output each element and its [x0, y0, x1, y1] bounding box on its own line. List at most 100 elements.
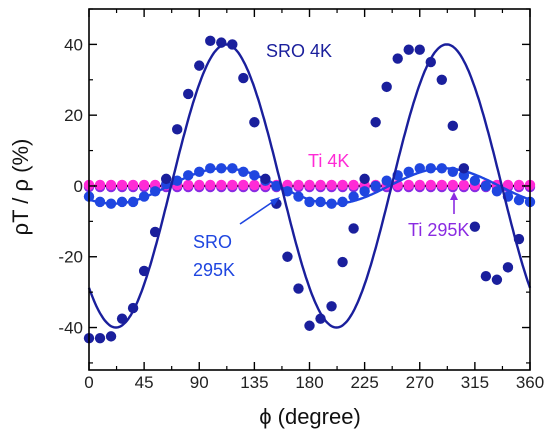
point-ti-4k	[337, 179, 348, 191]
point-ti-4k	[436, 179, 447, 191]
point-ti-4k	[326, 179, 337, 191]
point-ti-4k	[249, 179, 260, 191]
point-sro-4k	[304, 320, 315, 331]
point-sro-4k	[183, 88, 194, 100]
x-tick-label: 45	[135, 373, 154, 392]
point-ti-4k	[116, 179, 128, 191]
annotation-sro-4k: SRO 4K	[266, 41, 332, 61]
point-ti-4k	[458, 179, 470, 191]
annotation-sro-295k-line2: 295K	[193, 260, 235, 280]
annotation-sro-295k-line1: SRO	[193, 232, 232, 252]
point-sro-295k	[172, 175, 183, 186]
point-ti-4k	[348, 179, 359, 191]
point-ti-4k	[127, 179, 139, 191]
fit-line-sro-4k-fit	[87, 43, 532, 329]
point-sro-4k	[436, 74, 447, 85]
point-sro-295k	[513, 194, 525, 206]
point-ti-4k	[216, 179, 227, 191]
y-tick-label: 40	[64, 35, 83, 54]
point-sro-4k	[458, 163, 470, 174]
point-sro-295k	[414, 163, 425, 174]
point-sro-295k	[282, 186, 293, 197]
point-sro-4k	[194, 60, 205, 71]
x-tick-label: 270	[406, 373, 434, 392]
point-sro-4k	[205, 35, 216, 47]
arrow-sro-295k	[239, 198, 278, 225]
point-sro-4k	[127, 302, 139, 314]
point-sro-295k	[381, 175, 392, 186]
point-sro-295k	[149, 186, 161, 197]
annotation-layer: SRO 4K Ti 4K SRO 295K Ti 295K	[193, 41, 469, 280]
y-tick-label: 20	[64, 106, 83, 125]
point-ti-4k	[425, 179, 436, 191]
point-sro-4k	[94, 332, 106, 344]
point-sro-295k	[227, 163, 238, 174]
point-ti-4k	[227, 179, 238, 191]
point-sro-295k	[205, 163, 216, 174]
annotation-ti-295k: Ti 295K	[408, 220, 469, 240]
point-sro-4k	[160, 173, 172, 185]
point-sro-295k	[337, 196, 348, 208]
point-sro-4k	[425, 56, 436, 68]
point-sro-4k	[403, 44, 414, 55]
point-sro-4k	[469, 221, 481, 232]
point-sro-4k	[337, 256, 348, 268]
point-sro-295k	[425, 163, 436, 174]
point-sro-4k	[326, 301, 337, 312]
point-sro-4k	[414, 44, 425, 55]
y-axis-title: ρT / ρ (%)	[8, 139, 33, 236]
point-ti-4k	[94, 179, 106, 191]
point-ti-4k	[194, 179, 205, 191]
point-sro-4k	[359, 173, 370, 185]
point-sro-4k	[370, 117, 381, 128]
point-sro-295k	[436, 163, 447, 174]
point-sro-295k	[480, 180, 492, 192]
point-sro-4k	[348, 223, 359, 234]
point-sro-295k	[359, 186, 370, 197]
point-ti-4k	[502, 179, 514, 191]
point-sro-295k	[238, 166, 249, 178]
point-ti-4k	[447, 179, 459, 191]
point-sro-295k	[491, 186, 503, 197]
point-sro-4k	[149, 226, 161, 238]
point-sro-295k	[183, 170, 194, 181]
x-tick-label: 135	[240, 373, 268, 392]
point-sro-295k	[469, 175, 481, 186]
x-axis-title: ϕ (degree)	[259, 404, 361, 429]
annotation-ti-4k: Ti 4K	[308, 151, 349, 171]
point-sro-4k	[227, 39, 238, 50]
point-sro-4k	[447, 120, 459, 131]
point-sro-295k	[447, 166, 459, 178]
point-sro-295k	[348, 191, 359, 202]
point-sro-4k	[502, 262, 514, 273]
point-sro-4k	[105, 331, 117, 342]
point-sro-4k	[238, 72, 249, 84]
arrowhead-sro-295k	[270, 197, 280, 206]
point-sro-295k	[138, 191, 150, 202]
point-sro-295k	[105, 198, 117, 209]
point-sro-4k	[491, 274, 503, 285]
point-sro-4k	[172, 124, 183, 135]
point-sro-295k	[194, 166, 205, 178]
point-ti-4k	[315, 179, 326, 191]
point-ti-4k	[304, 179, 315, 191]
axes-layer: 0 45 90 135 180 225 270 315 360 -40 -20 0 20 40	[58, 8, 544, 392]
point-sro-4k	[293, 283, 304, 294]
point-sro-295k	[271, 180, 282, 192]
data-layer	[83, 35, 536, 344]
point-ti-4k	[513, 179, 525, 191]
x-tick-label: 0	[84, 373, 93, 392]
point-sro-295k	[116, 196, 128, 208]
point-sro-4k	[381, 81, 392, 93]
arrowhead-ti-295k	[450, 192, 458, 200]
point-sro-295k	[403, 166, 414, 178]
point-ti-4k	[403, 179, 414, 191]
point-ti-4k	[205, 179, 216, 191]
point-sro-295k	[216, 163, 227, 174]
x-tick-label: 225	[350, 373, 378, 392]
point-ti-4k	[105, 179, 117, 191]
point-sro-4k	[513, 233, 525, 245]
point-sro-295k	[304, 196, 315, 208]
point-sro-4k	[392, 53, 403, 64]
x-tick-label: 315	[461, 373, 489, 392]
